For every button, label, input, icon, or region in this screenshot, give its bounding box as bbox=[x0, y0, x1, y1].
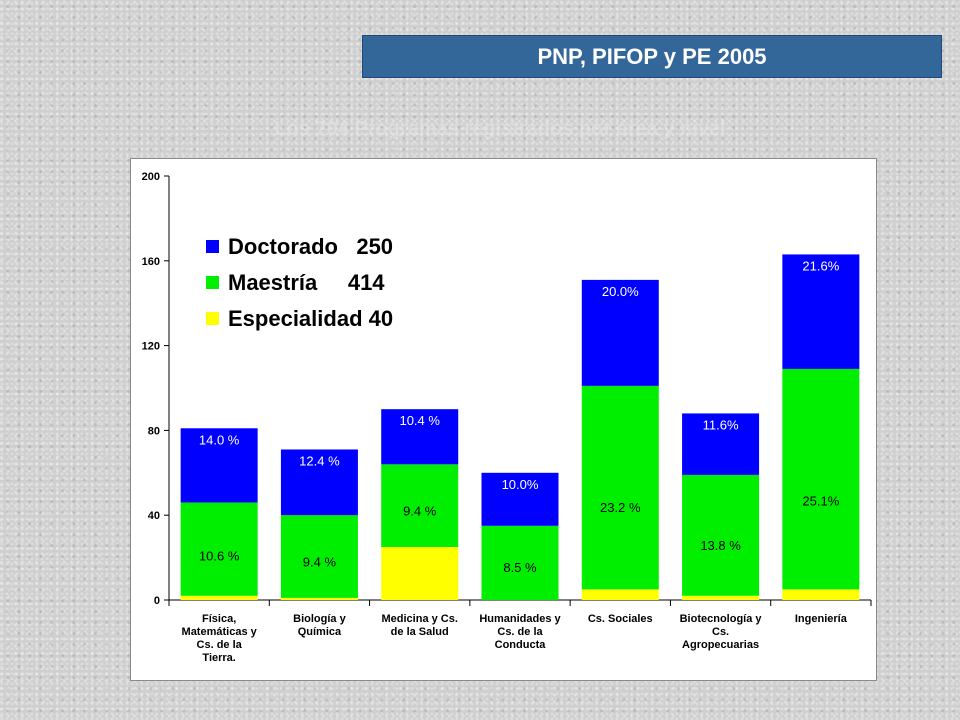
bar-doctorado-3 bbox=[481, 472, 559, 526]
data-label: 23.2 % bbox=[600, 500, 641, 515]
bar-maestría-4 bbox=[581, 385, 659, 590]
bar-especialidad-5 bbox=[682, 595, 760, 600]
data-label: 10.0% bbox=[502, 477, 539, 492]
x-category-label: Cs. de la bbox=[497, 626, 543, 638]
x-category-label: Cs. Sociales bbox=[588, 613, 653, 625]
legend-swatch-doctorado bbox=[206, 240, 219, 253]
legend-label-especialidad: Especialidad 40 bbox=[228, 306, 393, 331]
bar-especialidad-6 bbox=[782, 589, 860, 600]
y-tick-label: 160 bbox=[142, 256, 160, 268]
slide-title: PNP, PIFOP y PE 2005 bbox=[362, 35, 942, 78]
data-label: 21.6% bbox=[802, 258, 839, 273]
bar-doctorado-6 bbox=[782, 254, 860, 369]
data-label: 14.0 % bbox=[199, 432, 240, 447]
bar-maestría-3 bbox=[481, 525, 559, 600]
bar-maestría-2 bbox=[381, 464, 459, 547]
bar-especialidad-1 bbox=[280, 597, 358, 600]
x-category-label: Conducta bbox=[495, 639, 547, 651]
data-label: 13.8 % bbox=[700, 538, 741, 553]
data-label: 8.5 % bbox=[503, 560, 537, 575]
x-category-label: Humanidades y bbox=[479, 613, 561, 625]
chart-area: 040801201602005.0 %10.6 %14.0 %Física,Ma… bbox=[130, 158, 877, 681]
legend-label-doctorado: Doctorado 250 bbox=[228, 234, 393, 259]
bar-doctorado-0 bbox=[180, 428, 258, 503]
data-label: 10.4 % bbox=[399, 413, 440, 428]
data-label: 25.1% bbox=[802, 494, 839, 509]
bar-doctorado-4 bbox=[581, 279, 659, 386]
bar-doctorado-2 bbox=[381, 409, 459, 465]
bar-especialidad-2 bbox=[381, 547, 459, 600]
legend-label-maestría: Maestría 414 bbox=[228, 270, 385, 295]
y-tick-label: 200 bbox=[142, 171, 160, 183]
bar-especialidad-0 bbox=[180, 595, 258, 600]
x-category-label: Matemáticas y bbox=[182, 626, 258, 638]
x-category-label: Biología y bbox=[293, 613, 346, 625]
bar-maestría-6 bbox=[782, 368, 860, 590]
data-label: 11.6% bbox=[703, 417, 739, 432]
y-tick-label: 120 bbox=[142, 341, 160, 353]
x-category-label: Agropecuarias bbox=[682, 639, 759, 651]
x-category-label: Física, bbox=[202, 613, 236, 625]
bar-maestría-1 bbox=[280, 515, 358, 598]
x-category-label: Medicina y Cs. bbox=[382, 613, 458, 625]
y-tick-label: 0 bbox=[154, 595, 160, 607]
bar-doctorado-1 bbox=[280, 449, 358, 516]
x-category-label: Cs. de la bbox=[197, 639, 243, 651]
bar-doctorado-5 bbox=[682, 413, 760, 475]
bar-maestría-5 bbox=[682, 474, 760, 596]
data-label: 10.6 % bbox=[199, 548, 240, 563]
data-label: 9.4 % bbox=[403, 504, 437, 519]
x-category-label: Tierra. bbox=[202, 652, 235, 664]
x-category-label: Química bbox=[298, 626, 342, 638]
chart-subtitle: Los 704 Programas registrados por área y… bbox=[274, 118, 726, 140]
bar-maestría-0 bbox=[180, 502, 258, 596]
legend-swatch-maestría bbox=[206, 276, 219, 289]
data-label: 9.4 % bbox=[303, 554, 337, 569]
x-category-label: Cs. bbox=[712, 626, 729, 638]
x-category-label: de la Salud bbox=[391, 626, 449, 638]
legend-swatch-especialidad bbox=[206, 312, 219, 325]
y-tick-label: 80 bbox=[148, 425, 160, 437]
y-tick-label: 40 bbox=[148, 510, 160, 522]
x-category-label: Biotecnología y bbox=[680, 613, 763, 625]
data-label: 12.4 % bbox=[299, 453, 340, 468]
data-label: 20.0% bbox=[602, 284, 639, 299]
x-category-label: Ingeniería bbox=[795, 613, 848, 625]
bar-especialidad-4 bbox=[581, 589, 659, 600]
stacked-bar-chart: 040801201602005.0 %10.6 %14.0 %Física,Ma… bbox=[142, 171, 872, 664]
